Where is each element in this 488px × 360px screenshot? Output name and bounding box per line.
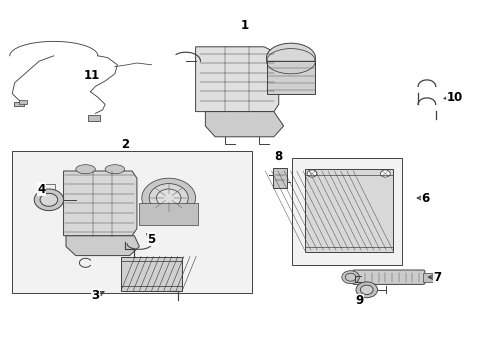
Polygon shape <box>66 236 139 256</box>
Bar <box>19 100 27 104</box>
Bar <box>14 102 24 106</box>
Bar <box>12 151 251 293</box>
Circle shape <box>142 178 195 218</box>
Circle shape <box>355 282 377 298</box>
Circle shape <box>34 189 63 211</box>
FancyBboxPatch shape <box>352 270 424 284</box>
Text: 5: 5 <box>147 233 155 246</box>
Polygon shape <box>195 47 278 112</box>
Circle shape <box>345 273 355 281</box>
Ellipse shape <box>266 43 315 72</box>
Text: 10: 10 <box>446 91 462 104</box>
Polygon shape <box>63 171 137 236</box>
Circle shape <box>149 184 188 212</box>
Circle shape <box>360 285 372 294</box>
Circle shape <box>341 271 359 284</box>
Bar <box>272 168 286 188</box>
Text: 4: 4 <box>38 183 45 195</box>
Bar <box>422 273 433 282</box>
Text: 1: 1 <box>240 19 248 32</box>
Text: 6: 6 <box>421 192 428 204</box>
Circle shape <box>40 193 58 206</box>
Text: 2: 2 <box>121 138 128 150</box>
Text: 11: 11 <box>83 69 100 82</box>
Bar <box>304 169 392 252</box>
Bar <box>266 61 315 94</box>
Text: 9: 9 <box>355 294 363 307</box>
Ellipse shape <box>105 165 124 174</box>
Bar <box>292 158 402 265</box>
Circle shape <box>306 170 316 177</box>
Text: 7: 7 <box>433 271 441 284</box>
Text: 8: 8 <box>274 150 282 163</box>
Circle shape <box>380 170 389 177</box>
Circle shape <box>156 189 181 207</box>
Bar <box>139 203 198 225</box>
Text: 3: 3 <box>91 289 99 302</box>
Ellipse shape <box>76 165 95 174</box>
Bar <box>121 257 182 291</box>
Bar <box>88 115 100 121</box>
Polygon shape <box>205 112 283 137</box>
